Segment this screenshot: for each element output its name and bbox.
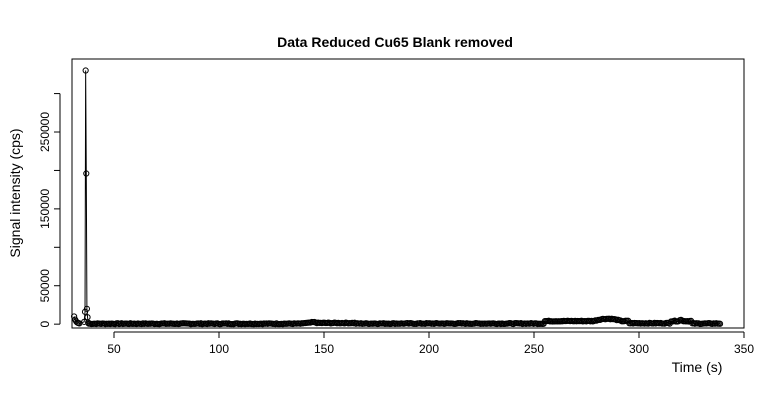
x-tick-label: 200 xyxy=(419,342,439,356)
data-point xyxy=(83,170,90,177)
x-tick-label: 150 xyxy=(314,342,334,356)
y-axis-label: Signal intensity (cps) xyxy=(7,128,23,257)
x-tick-label: 50 xyxy=(107,342,121,356)
data-point xyxy=(81,308,89,315)
x-tick-label: 100 xyxy=(209,342,229,356)
series-signal xyxy=(71,67,724,328)
data-point xyxy=(716,320,724,327)
x-tick-label: 350 xyxy=(734,342,754,356)
series-line xyxy=(73,70,721,325)
x-tick-label: 300 xyxy=(629,342,649,356)
chart-title: Data Reduced Cu65 Blank removed xyxy=(277,34,513,50)
data-point xyxy=(82,67,89,74)
y-tick-label: 150000 xyxy=(38,189,52,229)
plot-frame xyxy=(71,58,745,329)
data-point xyxy=(83,305,91,312)
y-tick-label: 50000 xyxy=(38,269,52,303)
x-axis: 50 100 150 200 250 300 350 xyxy=(107,331,754,356)
y-tick-label: 0 xyxy=(38,321,52,328)
x-tick-label: 250 xyxy=(524,342,544,356)
y-tick-label: 250000 xyxy=(38,112,52,152)
data-point xyxy=(71,313,78,320)
x-axis-label: Time (s) xyxy=(672,359,723,375)
y-axis: 0 50000 150000 250000 xyxy=(38,93,61,328)
